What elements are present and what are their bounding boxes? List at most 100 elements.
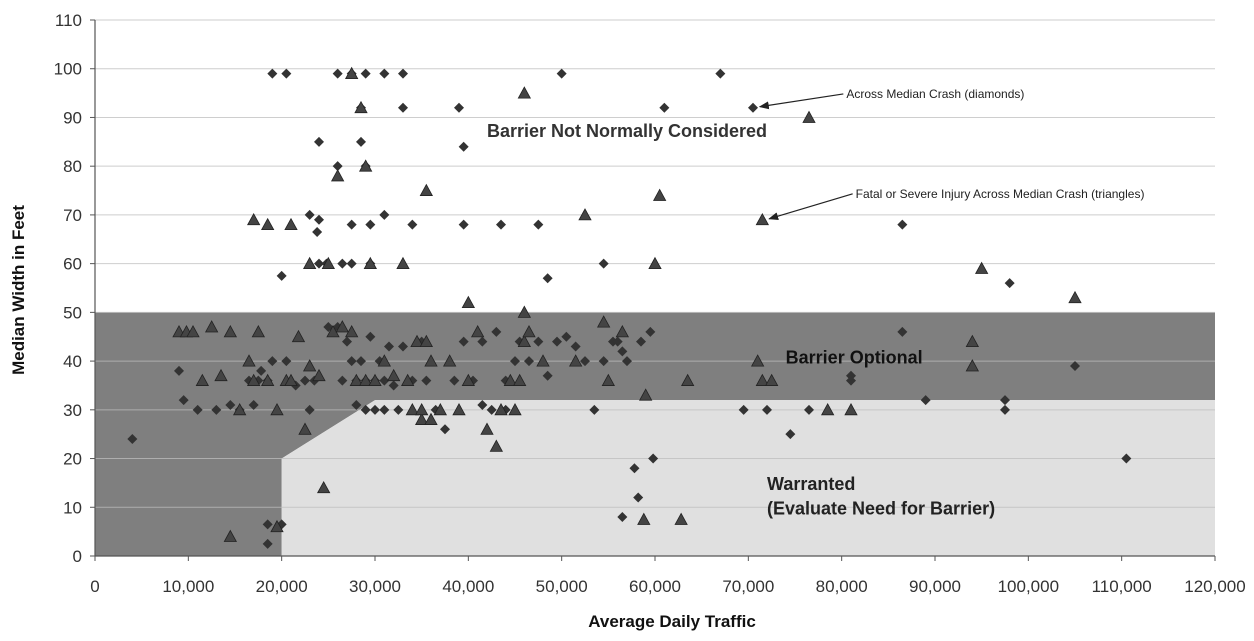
diamond-point [785, 429, 796, 440]
y-tick-label: 70 [63, 206, 82, 225]
triangle-point [674, 512, 688, 525]
triangle-point [405, 402, 420, 416]
diamond-point [365, 219, 376, 230]
x-tick-label: 30,000 [349, 577, 401, 596]
y-tick-label: 40 [63, 352, 82, 371]
x-tick-label: 10,000 [162, 577, 214, 596]
diamond-point [440, 424, 450, 435]
diamond-point [365, 331, 376, 342]
triangle-point [326, 325, 340, 338]
diamond-point [561, 331, 572, 342]
x-tick-label: 120,000 [1184, 577, 1245, 596]
diamond-point [379, 209, 390, 220]
triangle-point [363, 256, 378, 270]
diamond-point [738, 404, 749, 415]
triangle-point [517, 334, 532, 348]
triangle-point [344, 66, 359, 79]
diamond-point [1000, 404, 1010, 415]
diamond-point [281, 68, 292, 79]
triangle-point [974, 261, 989, 274]
y-tick-label: 10 [63, 498, 82, 517]
triangle-point [601, 373, 616, 386]
diamond-point [398, 341, 408, 352]
triangle-point [335, 320, 350, 333]
x-tick-label: 100,000 [998, 577, 1059, 596]
diamond-point [337, 375, 348, 386]
triangle-point [844, 402, 858, 416]
triangle-point [652, 188, 667, 201]
x-tick-label: 110,000 [1092, 577, 1152, 596]
diamond-point [337, 258, 348, 269]
triangle-point [246, 373, 261, 386]
triangle-point [480, 422, 494, 435]
gridlines [95, 19, 1215, 508]
diamond-point [360, 404, 371, 415]
triangle-point [638, 388, 653, 401]
diamond-point [262, 538, 273, 549]
diamond-point [304, 404, 315, 415]
triangle-point [358, 159, 373, 172]
diamond-point [332, 68, 343, 79]
diamond-point [524, 356, 534, 367]
diamond-point [715, 68, 726, 79]
diamond-point [370, 404, 380, 415]
diamond-point [267, 68, 278, 79]
triangle-point [195, 373, 210, 386]
diamond-point [458, 219, 469, 230]
triangle-point [298, 422, 312, 435]
diamond-point [267, 356, 278, 367]
triangle-point [386, 368, 401, 382]
annotation-arrow [758, 93, 844, 110]
y-axis-label: Median Width in Feet [9, 205, 28, 375]
triangle-point [568, 354, 583, 367]
diamond-point [570, 341, 581, 352]
x-tick-label: 90,000 [909, 577, 961, 596]
diamond-point [622, 356, 632, 367]
diamond-point [379, 404, 390, 415]
y-tick-label: 110 [55, 11, 82, 30]
y-tick-label: 30 [63, 401, 82, 420]
diamond-point [449, 375, 460, 386]
diamond-point [398, 102, 408, 113]
diamond-point [846, 370, 856, 381]
diamond-point [510, 356, 520, 367]
diamond-point [262, 519, 273, 530]
diamond-point [617, 512, 628, 523]
diamond-point [407, 219, 418, 230]
triangle-point [284, 373, 298, 386]
triangle-point [965, 334, 980, 348]
zone-label: Barrier Not Normally Considered [487, 121, 767, 141]
triangle-point [755, 373, 770, 386]
diamond-point [304, 209, 315, 220]
triangle-point [242, 354, 256, 367]
triangle-point [596, 315, 611, 328]
diamond-point [314, 258, 324, 269]
y-tick-label: 0 [73, 547, 82, 566]
triangle-point [517, 305, 532, 318]
triangle-point [470, 325, 485, 338]
diamond-point [300, 375, 310, 386]
triangle-point [344, 325, 359, 338]
triangle-point [214, 368, 228, 382]
diamond-point [580, 356, 590, 367]
diamond-point [346, 219, 357, 230]
y-tick-label: 80 [63, 157, 82, 176]
diamond-point [1000, 395, 1010, 406]
triangle-point [452, 402, 466, 416]
diamond-point [356, 136, 366, 147]
triangle-point [461, 373, 476, 386]
diamond-point [636, 336, 646, 347]
diamond-point [127, 434, 138, 445]
triangle-point [316, 480, 331, 494]
triangle-point [637, 512, 651, 525]
diamond-point [225, 399, 236, 410]
diamond-point [486, 404, 497, 415]
diamond-point [542, 370, 553, 381]
triangle-point [442, 354, 457, 367]
barrier-optional-zone [95, 312, 1215, 556]
diamond-point [346, 356, 357, 367]
diamond-point [629, 463, 640, 474]
diamond-point [421, 375, 432, 386]
triangle-point [260, 373, 275, 386]
